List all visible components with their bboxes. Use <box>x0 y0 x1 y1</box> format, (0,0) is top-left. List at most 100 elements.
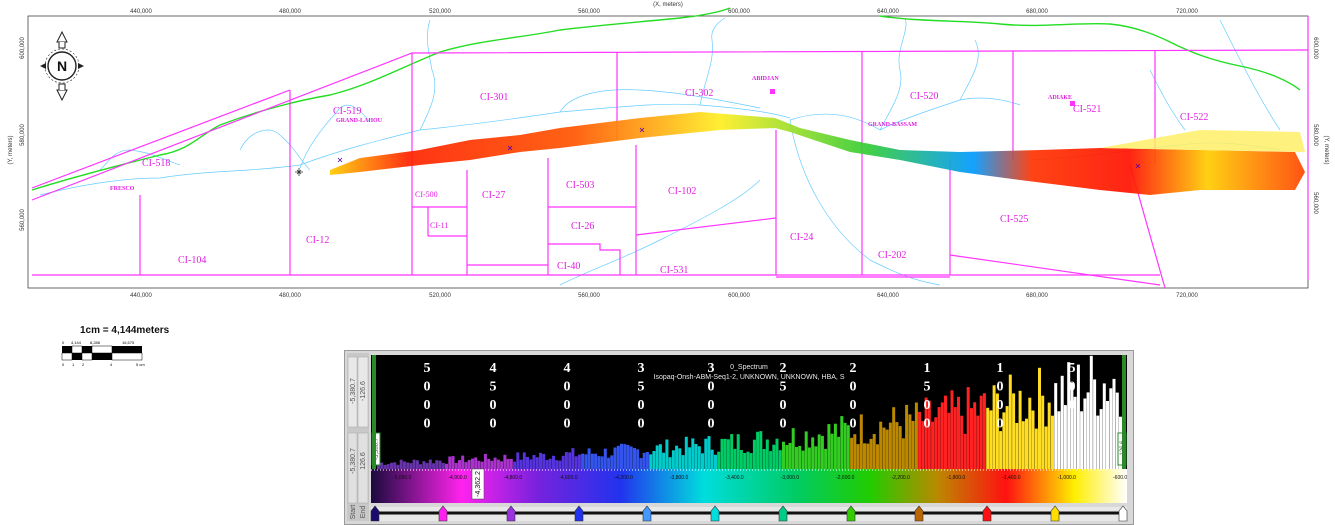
swatch-handles[interactable] <box>370 505 1128 522</box>
spectrum-panel[interactable]: -5,380.7 -126.6 -5,380.7 126.6 Start End… <box>344 350 1134 525</box>
coastline-green-east <box>879 15 1301 91</box>
histogram-bar <box>668 457 672 469</box>
color-swatch-handle[interactable] <box>642 505 652 522</box>
histogram-bar <box>532 455 536 469</box>
town-label: ABIDJAN <box>752 76 779 82</box>
x-tick-label: 560,000 <box>578 9 600 15</box>
color-swatch-handle[interactable] <box>506 505 516 522</box>
max-input[interactable] <box>357 356 369 428</box>
histogram-bar <box>853 434 857 469</box>
histogram-bar <box>944 395 947 469</box>
histogram-bar <box>876 444 879 469</box>
max-input-value: -126.6 <box>360 381 367 401</box>
block-label: CI-202 <box>878 250 906 261</box>
histogram-bar <box>726 439 730 469</box>
histogram-bar <box>717 451 721 469</box>
map-canvas[interactable]: (X, meters) (Y, meters) (Y, meters) 440,… <box>0 0 1335 300</box>
block-label: CI-40 <box>557 261 580 272</box>
histogram-bar <box>539 452 542 469</box>
histogram-bar <box>1002 412 1006 469</box>
histogram-bar <box>467 459 471 469</box>
legend-tick-label: -3,400.0 <box>725 475 744 481</box>
histogram-bar <box>1067 362 1071 469</box>
histogram-bar <box>733 448 737 469</box>
min-input[interactable] <box>347 356 358 428</box>
histogram-bar <box>1008 374 1012 469</box>
x-tick-label: 560,000 <box>578 293 600 299</box>
histogram-bar <box>581 453 585 469</box>
high-range-bar[interactable] <box>1122 355 1126 469</box>
color-swatch-handle[interactable] <box>574 505 584 522</box>
min-readout <box>347 432 358 504</box>
histogram-bar <box>480 461 484 469</box>
legend-tick-label: -2,600.0 <box>836 475 855 481</box>
histogram-bar <box>590 453 594 469</box>
histogram-bar <box>561 455 565 469</box>
histogram-bar <box>918 411 922 469</box>
histogram-bar <box>872 434 876 469</box>
legend-tick-label: -4,600.0 <box>559 475 578 481</box>
histogram-bar <box>1025 418 1028 469</box>
block-label: CI-531 <box>660 265 688 276</box>
color-swatch-handle[interactable] <box>1050 505 1060 522</box>
histogram-bar <box>833 423 837 469</box>
block-label: CI-519 <box>333 106 361 117</box>
map-view[interactable]: (X, meters) (Y, meters) (Y, meters) 440,… <box>0 0 1335 300</box>
histogram-bar <box>769 451 773 469</box>
histogram-bar <box>714 454 717 469</box>
histogram-bar <box>960 415 964 469</box>
color-swatch-handle[interactable] <box>846 505 856 522</box>
color-swatch-handle[interactable] <box>1118 505 1128 522</box>
spectrum-canvas[interactable]: -5,380.7 -126.6 -5,380.7 126.6 Start End… <box>345 351 1133 524</box>
town-labels: ABIDJAN GRAND-LAHOU GRAND-BASSAM ADIAKE … <box>110 76 1075 192</box>
block-label: CI-24 <box>790 232 813 243</box>
spectrum-title: 0_Spectrum <box>730 364 768 371</box>
color-swatch-handle[interactable] <box>982 505 992 522</box>
y-tick-label: 580,000 <box>20 124 26 146</box>
histogram-bar <box>487 458 491 469</box>
color-swatch-handle[interactable] <box>914 505 924 522</box>
end-label: End <box>360 506 367 519</box>
histogram-bar <box>678 448 682 469</box>
color-swatch-handle[interactable] <box>778 505 788 522</box>
scale-tick: 8,288 <box>90 340 101 345</box>
color-swatch-handle[interactable] <box>710 505 720 522</box>
histogram-bar <box>989 410 993 469</box>
histogram-bar <box>454 462 458 469</box>
histogram-bar <box>1099 409 1103 469</box>
color-swatch-handle[interactable] <box>370 505 380 522</box>
histogram-bar <box>399 459 403 469</box>
histogram-bar <box>422 461 426 469</box>
low-range-bar[interactable] <box>372 355 376 469</box>
histogram-bar <box>885 429 889 469</box>
histogram-bar <box>412 459 416 469</box>
color-swatch-handle[interactable] <box>438 505 448 522</box>
block-label: CI-500 <box>415 190 438 199</box>
histogram-bar <box>1096 415 1100 469</box>
scale-tick: 4 <box>110 362 113 367</box>
histogram-bar <box>1089 355 1093 469</box>
y-tick-label: 600,000 <box>1312 37 1318 59</box>
x-tick-label: 440,000 <box>130 293 152 299</box>
histogram-bar <box>1021 421 1025 469</box>
histogram-bar <box>503 454 507 469</box>
scale-tick: 4,144 <box>71 340 82 345</box>
histogram-bar <box>924 397 928 469</box>
histogram-bar <box>1102 383 1106 469</box>
histogram-bar <box>775 438 779 469</box>
histogram-bar <box>762 449 766 469</box>
town-marker <box>770 89 775 94</box>
isopach-band-yellow <box>1100 130 1305 152</box>
histogram-bar <box>649 454 653 469</box>
histogram-bar <box>879 421 883 469</box>
well-marker-icon <box>1135 163 1141 169</box>
y-tick-label: 560,000 <box>20 209 26 231</box>
well-marker-icon <box>295 168 303 176</box>
histogram-bar <box>483 453 487 469</box>
